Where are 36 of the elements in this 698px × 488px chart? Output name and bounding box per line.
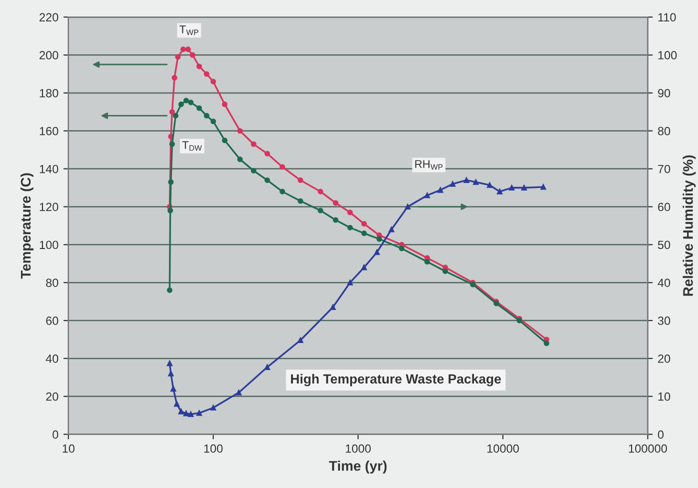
y-tick-label: 60 [46,316,58,325]
x-tick-label: 10 [62,444,75,453]
y-tick-label: 80 [46,278,58,287]
y2-tick-label: 90 [658,88,670,98]
x-tick-label: 1000 [346,444,371,453]
y2-tick-label: 100 [658,51,677,60]
y2-tick-label: 20 [658,354,670,363]
x-tick-label: 100 [204,444,223,453]
x-tick-label: 100000 [628,444,667,453]
series-label: RH$_{WP}$ [415,160,443,170]
y-tick-label: 40 [46,354,58,363]
y-tick-label: 220 [40,13,58,22]
y-tick-label: 200 [40,51,58,60]
y2-tick-label: 30 [658,316,670,325]
y-tick-label: 100 [40,240,58,250]
annotation: High Temperature Waste Package [291,374,501,386]
y-tick-label: 120 [40,202,58,212]
series-label: T$_{DW}$ [182,141,202,151]
y2-tick-label: 10 [658,392,670,401]
y2-tick-label: 0 [658,430,664,439]
y-tick-label: 20 [46,392,58,401]
y-tick-label: 0 [52,430,58,439]
y-tick-label: 180 [40,88,58,98]
y-axis-title: Temperature (C) [20,173,34,279]
y2-tick-label: 70 [658,164,670,174]
y2-tick-label: 40 [658,278,670,287]
y2-tick-label: 80 [658,126,670,136]
y2-axis-title: Relative Humidity (%) [682,155,696,296]
y2-tick-label: 60 [658,202,670,212]
y2-tick-label: 110 [658,13,676,22]
y2-tick-label: 50 [658,240,670,250]
y-tick-label: 160 [40,126,58,136]
series-label: T$_{WP}$ [180,26,198,35]
x-axis-title: Time (yr) [329,460,387,474]
y-tick-label: 140 [40,164,58,174]
x-tick-label: 10000 [487,444,519,453]
